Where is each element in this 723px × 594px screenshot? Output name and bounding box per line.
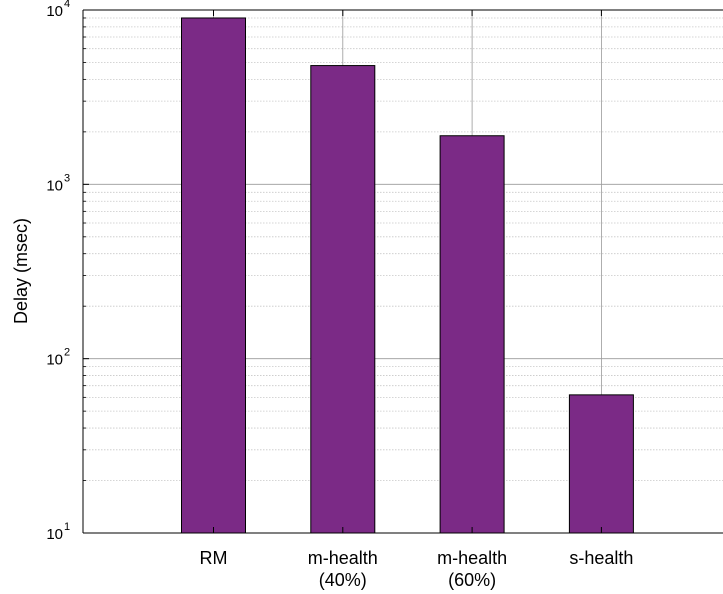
bar	[181, 17, 246, 534]
y-tick-label: 10 4	[46, 0, 70, 20]
y-tick-label-base: 10	[46, 352, 63, 369]
y-tick-label-exponent: 3	[64, 172, 70, 184]
y-tick-label: 10 2	[46, 347, 70, 369]
y-tick-label-exponent: 4	[64, 0, 70, 10]
y-tick-label-base: 10	[46, 177, 63, 194]
bar	[568, 394, 634, 534]
y-tick-label: 10 3	[46, 172, 70, 194]
x-tick-label: m-health	[308, 548, 378, 568]
x-tick-label: (40%)	[319, 570, 367, 590]
x-tick-label: m-health	[437, 548, 507, 568]
bar	[439, 135, 505, 534]
y-tick-label-base: 10	[46, 526, 63, 543]
x-tick-label: (60%)	[448, 570, 496, 590]
x-tick-labels: RM m-health(40%)m-health(60%)s-health	[200, 548, 634, 590]
y-tick-label-exponent: 2	[64, 347, 70, 359]
y-tick-label-base: 10	[46, 3, 63, 20]
bar	[310, 65, 376, 534]
x-tick-label: RM	[200, 548, 228, 568]
x-tick-label: s-health	[569, 548, 633, 568]
y-tick-label-exponent: 1	[64, 521, 70, 533]
y-tick-label: 10 1	[46, 521, 70, 543]
y-axis-label: Delay (msec)	[11, 218, 31, 324]
axes	[82, 9, 723, 534]
